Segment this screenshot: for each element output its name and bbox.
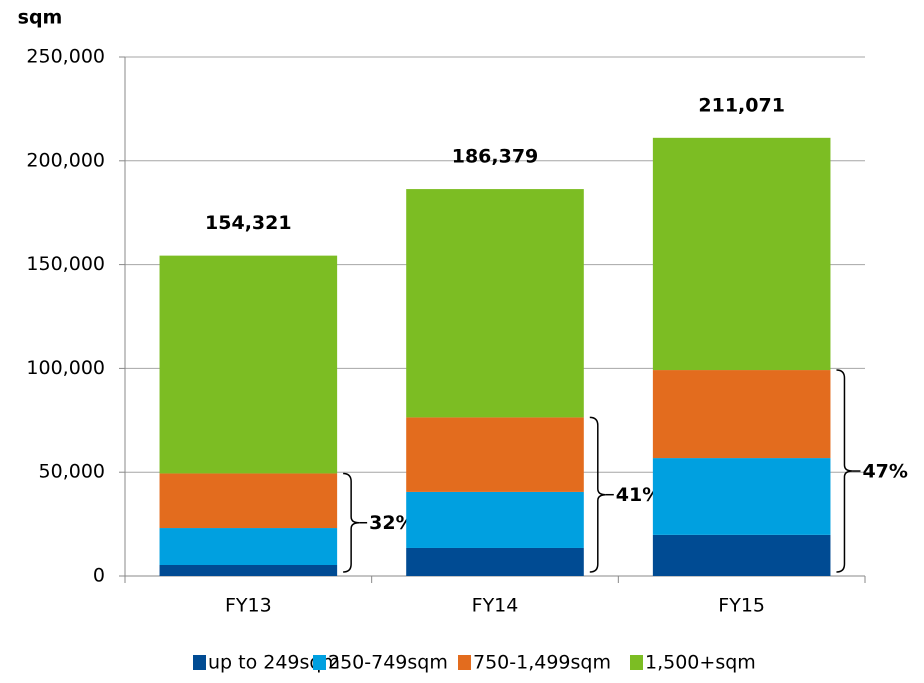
legend-swatch — [630, 655, 643, 670]
bar-segment — [406, 547, 584, 576]
y-tick-label: 250,000 — [26, 46, 105, 68]
bracket-label: 47% — [862, 461, 907, 483]
bar-segment — [652, 458, 831, 535]
y-tick-label: 200,000 — [26, 149, 105, 171]
bar-segment — [159, 564, 338, 576]
bar-segment — [406, 417, 584, 492]
bar-segment — [159, 528, 338, 565]
legend-label: up to 249sqm — [208, 652, 340, 674]
total-label: 186,379 — [452, 146, 539, 168]
y-tick-label: 50,000 — [39, 461, 105, 483]
bar-segment — [652, 370, 831, 459]
total-label: 211,071 — [698, 94, 785, 116]
legend-swatch — [458, 655, 471, 670]
bar-segment — [159, 473, 338, 529]
y-axis-label: sqm — [18, 7, 63, 29]
bar-segment — [652, 137, 831, 371]
bar-segment — [406, 491, 584, 548]
legend-label: 750-1,499sqm — [473, 652, 611, 674]
bar-segment — [652, 534, 831, 576]
x-tick-label: FY14 — [472, 595, 519, 617]
bar-segment — [406, 189, 584, 418]
legend-swatch — [193, 655, 206, 670]
y-tick-label: 0 — [93, 565, 105, 587]
legend-label: 1,500+sqm — [645, 652, 756, 674]
x-tick-label: FY15 — [718, 595, 765, 617]
total-label: 154,321 — [205, 212, 292, 234]
y-tick-label: 100,000 — [26, 357, 105, 379]
bar-segment — [159, 255, 338, 474]
x-tick-label: FY13 — [225, 595, 272, 617]
legend-swatch — [313, 655, 326, 670]
bracket — [589, 416, 606, 573]
legend-label: 250-749sqm — [328, 652, 448, 674]
bracket-label: 41% — [616, 484, 661, 506]
y-tick-label: 150,000 — [26, 253, 105, 275]
bracket — [836, 369, 853, 573]
bracket — [343, 472, 360, 573]
bracket-label: 32% — [369, 512, 414, 534]
